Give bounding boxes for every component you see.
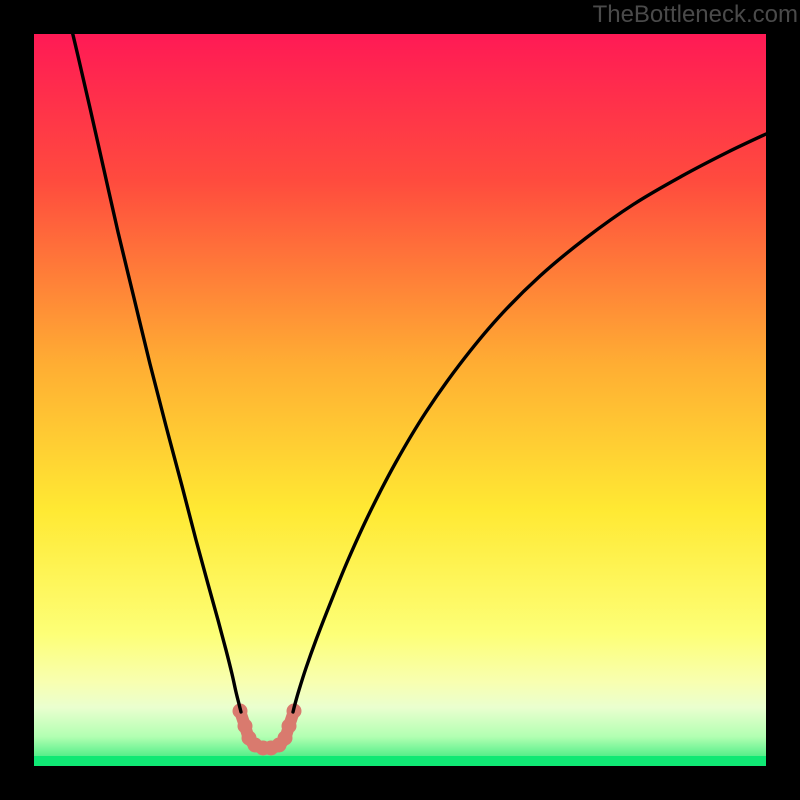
watermark-text: TheBottleneck.com <box>593 1 798 29</box>
green-baseline-band <box>34 756 766 766</box>
chart-stage: TheBottleneck.com <box>0 0 800 800</box>
gradient-background <box>34 34 766 766</box>
